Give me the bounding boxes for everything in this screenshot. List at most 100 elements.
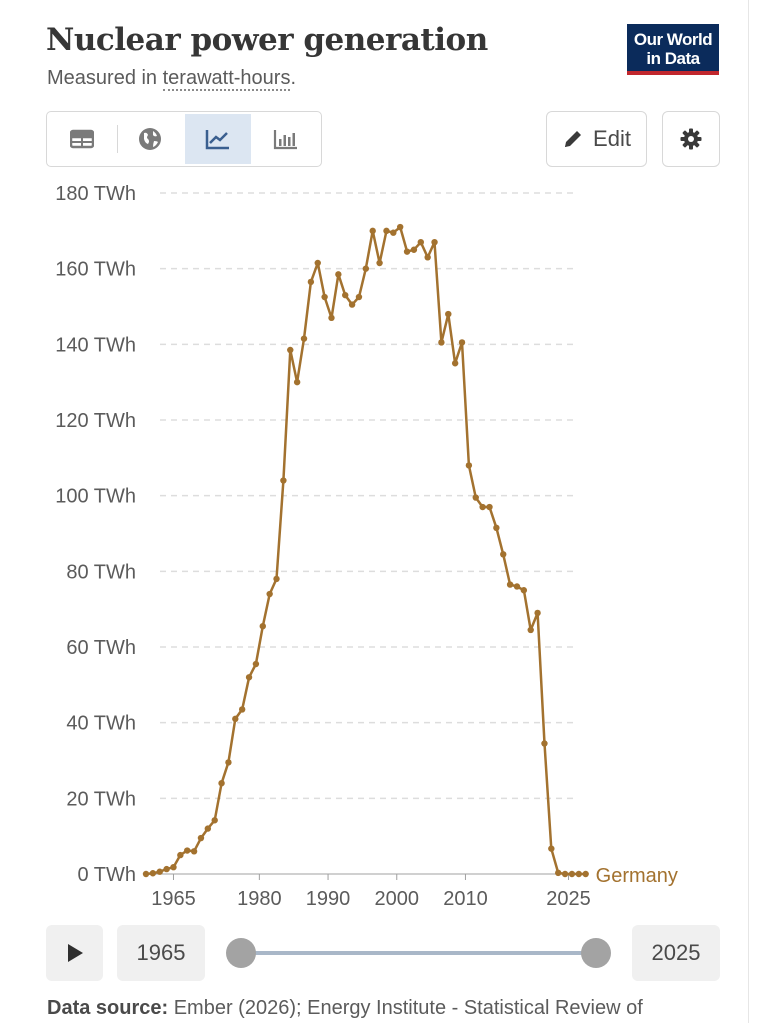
tab-bar[interactable] xyxy=(253,114,319,164)
tab-table[interactable] xyxy=(49,114,115,164)
data-point xyxy=(479,503,486,511)
data-point xyxy=(225,759,232,766)
data-point xyxy=(458,339,466,346)
data-point xyxy=(287,346,294,354)
data-point xyxy=(218,780,225,787)
data-point xyxy=(582,870,589,878)
frame-border xyxy=(748,0,749,1023)
table-icon xyxy=(70,129,94,149)
data-point xyxy=(362,265,370,272)
end-year-box[interactable]: 2025 xyxy=(632,925,720,981)
source-text: Ember (2026); Energy Institute - Statist… xyxy=(168,997,643,1019)
source-label: Data source: xyxy=(47,997,169,1019)
data-point xyxy=(142,870,150,878)
data-point xyxy=(149,870,157,877)
x-tick-label: 1965 xyxy=(151,888,196,910)
play-button[interactable] xyxy=(46,925,103,981)
data-point xyxy=(561,870,569,878)
tab-map[interactable] xyxy=(117,114,183,164)
y-tick-label: 180 TWh xyxy=(55,183,136,205)
data-point xyxy=(472,494,479,501)
data-point xyxy=(465,462,473,469)
pencil-icon xyxy=(565,131,582,147)
data-point xyxy=(163,865,170,873)
data-point xyxy=(555,869,562,877)
data-point xyxy=(548,845,555,852)
y-tick-label: 60 TWh xyxy=(66,637,136,659)
data-point xyxy=(307,278,315,286)
start-year-handle[interactable] xyxy=(226,938,256,968)
data-point xyxy=(355,293,363,301)
edit-button[interactable]: Edit xyxy=(546,111,647,167)
data-point xyxy=(197,834,205,842)
data-point xyxy=(314,259,321,267)
data-point xyxy=(280,477,287,484)
subtitle-prefix: Measured in xyxy=(47,67,163,89)
data-point xyxy=(431,238,438,246)
data-point xyxy=(383,227,390,235)
data-point xyxy=(527,626,534,634)
data-point xyxy=(376,259,383,267)
data-point xyxy=(390,229,397,236)
chart-title: Nuclear power generation xyxy=(46,22,488,58)
y-tick-label: 80 TWh xyxy=(66,561,136,583)
gear-icon xyxy=(680,128,702,150)
data-point xyxy=(211,817,218,824)
data-point xyxy=(410,246,418,253)
unit-link[interactable]: terawatt-hours xyxy=(162,67,291,91)
y-tick-label: 0 TWh xyxy=(77,864,136,886)
data-point xyxy=(170,863,177,871)
data-point xyxy=(245,674,253,681)
x-tick-label: 2010 xyxy=(443,888,488,910)
end-year-handle[interactable] xyxy=(581,938,611,968)
data-point xyxy=(493,524,500,532)
timeline-track[interactable] xyxy=(240,951,596,955)
data-source: Data source: Ember (2026); Energy Instit… xyxy=(47,997,643,1020)
start-year-box[interactable]: 1965 xyxy=(117,925,205,981)
data-point xyxy=(348,301,356,308)
data-point xyxy=(486,503,493,511)
view-switcher xyxy=(46,111,322,167)
owid-logo[interactable]: Our World in Data xyxy=(627,24,719,75)
data-point xyxy=(300,335,308,342)
series-line-germany xyxy=(145,225,586,876)
x-tick-label: 1990 xyxy=(306,888,351,910)
data-point xyxy=(403,248,411,255)
logo-line-1: Our World xyxy=(633,30,713,49)
y-tick-label: 20 TWh xyxy=(66,788,136,810)
series-label[interactable]: Germany xyxy=(596,865,678,887)
data-point xyxy=(417,238,424,246)
globe-icon xyxy=(139,128,161,150)
x-tick-label: 2025 xyxy=(546,888,591,910)
data-point xyxy=(575,870,583,878)
data-point xyxy=(369,227,376,235)
data-point xyxy=(273,575,280,583)
subtitle-suffix: . xyxy=(290,67,297,89)
data-point xyxy=(184,847,191,854)
data-point xyxy=(232,715,239,723)
edit-label: Edit xyxy=(593,126,631,151)
data-point xyxy=(513,583,521,590)
data-point xyxy=(266,590,273,598)
data-point xyxy=(259,622,266,630)
x-tick-label: 1980 xyxy=(237,888,282,910)
y-tick-label: 120 TWh xyxy=(55,410,136,432)
data-point xyxy=(445,310,452,318)
data-point xyxy=(520,587,528,594)
bar-chart-icon xyxy=(273,130,297,150)
data-point xyxy=(252,660,260,668)
y-tick-label: 100 TWh xyxy=(55,486,136,508)
data-point xyxy=(451,360,459,367)
play-icon xyxy=(67,944,83,962)
y-tick-label: 140 TWh xyxy=(55,334,136,356)
tab-chart[interactable] xyxy=(185,114,251,164)
tab-separator xyxy=(117,125,118,153)
data-point xyxy=(321,293,328,301)
data-point xyxy=(500,551,507,558)
data-point xyxy=(342,291,349,299)
settings-button[interactable] xyxy=(662,111,720,167)
data-point xyxy=(541,740,548,747)
data-point xyxy=(328,314,335,322)
data-point xyxy=(438,339,445,346)
line-chart: 0 TWh 20 TWh 40 TWh 60 TWh 80 TWh 100 TWh 120 … xyxy=(55,183,678,910)
